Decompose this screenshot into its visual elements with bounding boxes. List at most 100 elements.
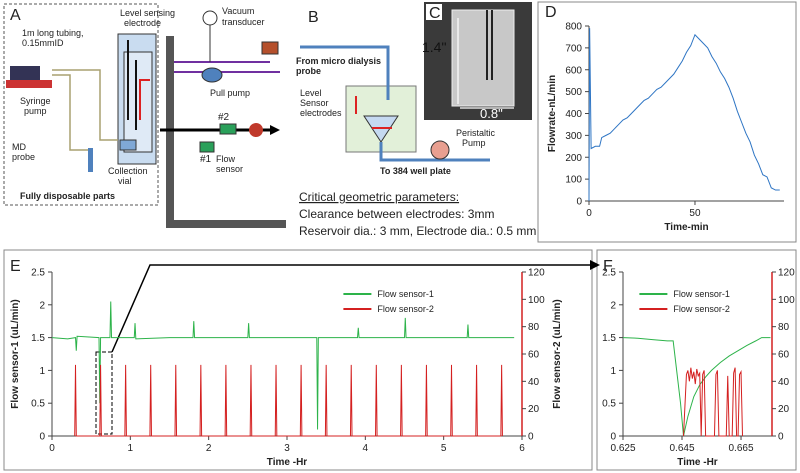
panel-letter: F [603,258,613,275]
collection-vial [119,139,137,151]
label-line: Flow [216,154,236,164]
label-line: Vacuum [222,6,254,16]
y-tick-label: 2.5 [602,268,616,279]
y-tick-label: 100 [565,175,582,186]
label: From micro dialysis probe [296,56,381,76]
sensor-electrodes [355,96,392,129]
tubing [52,69,118,151]
outlet-tube [379,142,490,162]
y-tick-label: 2 [39,300,45,311]
y-tick-label: 700 [565,43,582,54]
label: Pull pump [210,88,250,98]
y-tick-label: 2 [610,300,616,311]
y-tick-label: 300 [565,131,582,142]
label: Flow sensor [216,154,243,174]
panel-a: A 1m long tubing, 0.15mmID Level sensing e… [3,3,286,228]
panel-frame [596,249,797,471]
y-tick-label: 1 [610,366,616,377]
y2-tick-label: 80 [778,322,790,333]
y-tick-label: 0 [610,432,616,443]
drop [249,123,263,137]
y2-axis-label: Flow sensor-2 (uL/min) [552,299,563,408]
series-line [74,364,503,437]
x-tick-label: 0.625 [610,443,635,454]
label: To 384 well plate [380,166,451,176]
label-line: sensor [216,164,243,174]
pull-pump [201,67,223,83]
flow-sensor-1 [199,141,215,153]
series-line [682,367,743,437]
y2-tick-label: 60 [528,350,540,361]
label-line: transducer [222,17,265,27]
label-line: vial [118,176,132,186]
label: Syringe pump [20,96,51,116]
x-axis-label: Time -Hr [677,457,717,468]
label-line: electrode [124,18,161,28]
zoom-arrow [111,264,592,353]
label-line: Syringe [20,96,51,106]
label-line: Pump [462,138,486,148]
y-tick-label: 1.5 [602,333,616,344]
y2-tick-label: 100 [528,295,545,306]
transducer [261,41,279,55]
x-tick-label: 2 [206,443,212,454]
y2-tick-label: 0 [528,432,534,443]
label-line: Sensor [300,98,329,108]
x-axis-label: Time-min [664,222,708,233]
label: Peristaltic Pump [456,128,496,148]
red-wire [139,79,150,120]
label: Level Sensor electrodes [300,88,342,118]
label: Level sensing electrode [120,8,175,28]
label-line: MD [12,142,26,152]
md-probe [88,148,93,172]
y2-tick-label: 0 [778,432,784,443]
arrowhead [590,260,600,270]
label-line: probe [296,66,321,76]
x-tick-label: 5 [441,443,447,454]
series-line [622,337,771,437]
panel-letter: B [308,9,319,26]
x-tick-label: 0 [586,208,592,219]
series-line [588,28,780,202]
y-axis-label: Flowrate-nL/min [547,75,558,152]
y2-tick-label: 120 [778,268,795,279]
legend-label: Flow sensor-1 [377,289,434,299]
rack-base [166,220,286,228]
zoom-box [95,351,113,435]
y-tick-label: 0 [39,432,45,443]
x-tick-label: 0 [49,443,55,454]
label: 0.8" [480,106,503,121]
label-line: From micro dialysis [296,56,381,66]
label: #1 [200,154,212,165]
vacuum-line [174,61,280,73]
panel-letter: D [545,4,557,21]
label: #2 [218,112,230,123]
y2-tick-label: 40 [778,377,790,388]
label-line: Peristaltic [456,128,496,138]
label-line: Collection [108,166,148,176]
label: 1.4" [422,39,446,55]
syringe-pump [10,66,40,80]
label: 1m long tubing, 0.15mmID [22,28,84,48]
arrowhead [270,125,280,135]
legend-label: Flow sensor-2 [377,304,434,314]
electrodes [127,40,137,130]
legend-label: Flow sensor-2 [673,304,730,314]
y-tick-label: 500 [565,87,582,98]
legend-label: Flow sensor-1 [673,289,730,299]
x-tick-label: 6 [519,443,525,454]
label-line: 1m long tubing, [22,28,84,38]
y2-tick-label: 20 [778,404,790,415]
panel-frame [537,1,797,243]
y2-tick-label: 100 [778,295,795,306]
y-tick-label: 1.5 [31,333,45,344]
inlet-tube [300,45,390,100]
label: Vacuum transducer [222,6,265,27]
panel-letter: E [10,258,21,275]
x-tick-label: 1 [128,443,134,454]
y2-tick-label: 120 [528,268,545,279]
panel-frame [3,249,593,471]
panel-letter: C [429,5,441,22]
params-line: Clearance between electrodes: 3mm [299,207,494,221]
